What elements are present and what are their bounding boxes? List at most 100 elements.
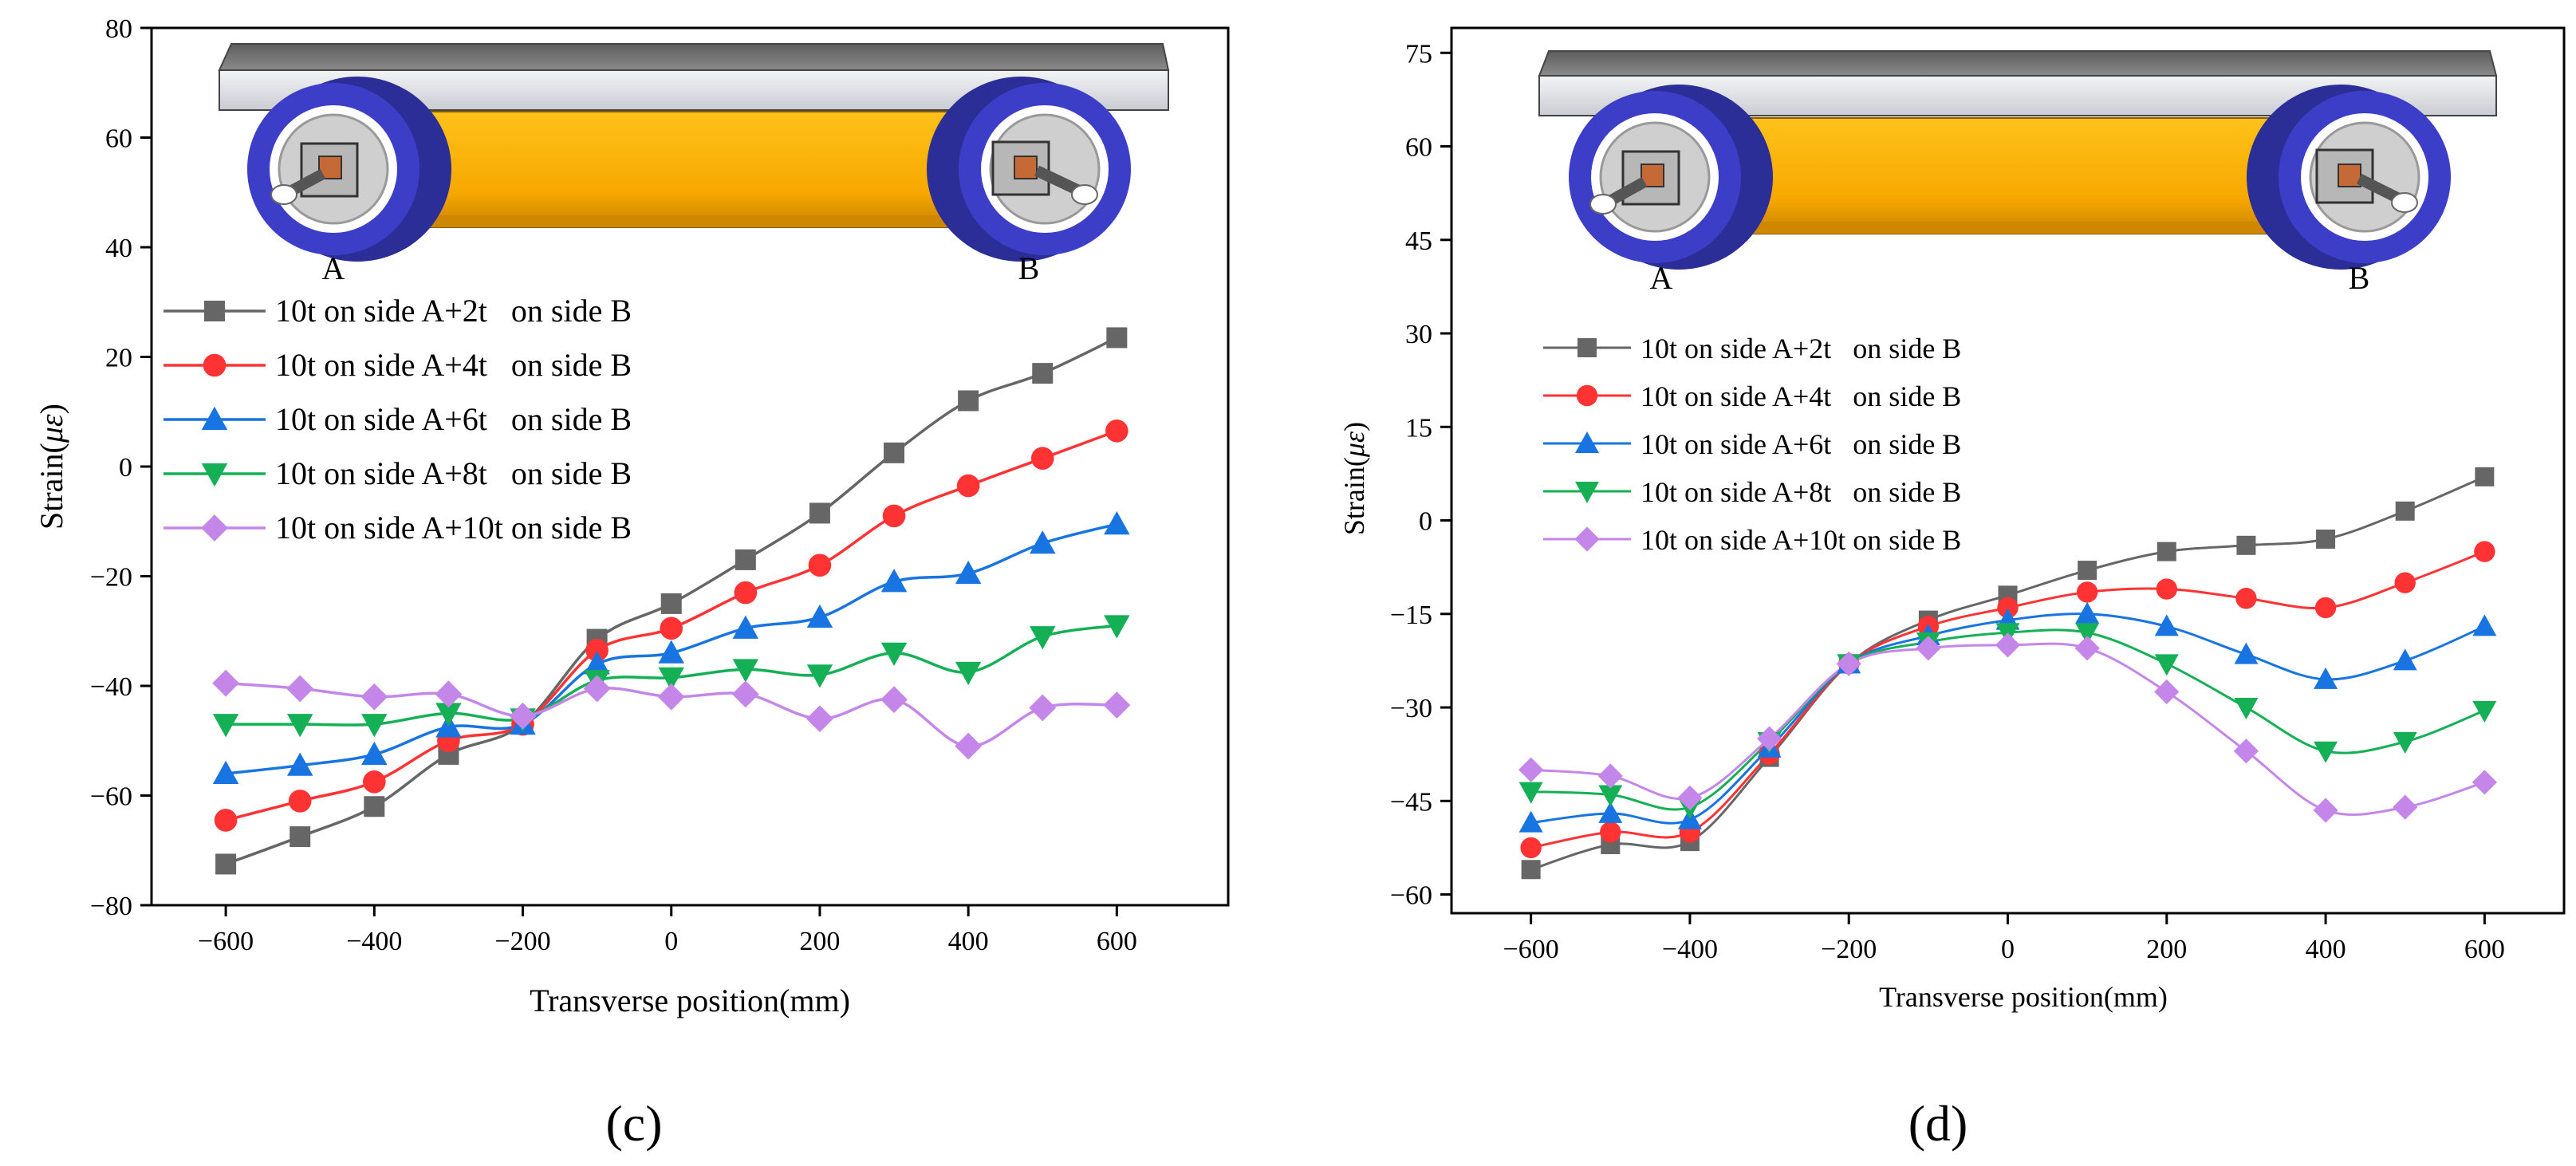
x-tick-label: −400 [346, 927, 402, 956]
series-5-point [509, 702, 537, 730]
series-2-point [1520, 837, 1542, 859]
legend-marker [201, 463, 228, 487]
x-tick-label: 600 [2464, 935, 2505, 964]
series-5-point [2313, 798, 2338, 823]
series-1-point [958, 390, 979, 412]
y-axis-label-symbol: με [33, 414, 69, 443]
legend-marker [1575, 431, 1599, 453]
x-tick-label: 400 [948, 927, 989, 956]
series-3-point [2314, 667, 2338, 689]
legend-entry-label: 10t on side A+4t on side B [275, 347, 632, 383]
y-axis-label-suffix: ) [1338, 422, 1370, 431]
x-tick-label: −400 [1662, 935, 1718, 964]
yellow-beam [398, 111, 990, 228]
legend: 10t on side A+2t on side B 10t on side A+… [163, 293, 632, 546]
series-4-point [212, 714, 239, 738]
series-3-point [955, 560, 982, 585]
series-5-point [360, 683, 388, 711]
series-3-point [2154, 614, 2179, 636]
series-2-point [2156, 578, 2177, 600]
y-tick-label: −20 [90, 563, 132, 593]
legend: 10t on side A+2t on side B 10t on side A+… [1543, 333, 1961, 556]
series-2-point [808, 553, 832, 577]
series-5-point [1597, 763, 1623, 789]
series-4-point [880, 642, 908, 666]
series-1-point [2078, 561, 2097, 581]
series-4-point [955, 661, 982, 686]
panel-c: A B −600 −400 −200 0 200 400 600−80−60−40−2002… [33, 14, 1230, 1152]
beam-shadow [415, 215, 977, 227]
series-3-point [584, 651, 610, 675]
series-5-point [1916, 636, 1941, 661]
series-4-point [2472, 700, 2497, 723]
series-4-point [2154, 654, 2179, 676]
series-3-point [2393, 648, 2417, 671]
series-5-point [2472, 770, 2497, 795]
y-tick-label: 15 [1405, 413, 1432, 443]
series-5-point [880, 686, 908, 714]
series-4-point [806, 664, 833, 688]
y-axis-label: Strain(με) [1338, 422, 1370, 535]
series-1-point [735, 549, 756, 570]
series-2-point [734, 581, 758, 605]
right-roller [2247, 85, 2451, 270]
series-4-point [658, 667, 684, 691]
x-tick-label: 0 [2001, 935, 2015, 964]
series-2-point [2076, 581, 2098, 603]
series-1-point [1032, 363, 1054, 384]
series-1-point [2316, 529, 2336, 549]
panel-label-c: (c) [605, 1095, 662, 1152]
x-tick-label: −600 [1503, 935, 1559, 964]
y-tick-label: 60 [105, 124, 132, 154]
legend-marker [201, 514, 228, 542]
legend-entry-label: 10t on side A+10t on side B [275, 510, 632, 546]
series-4-point [732, 659, 759, 683]
series-2-point [2394, 572, 2416, 593]
series-markers [1518, 467, 2497, 880]
side-b-label: B [2349, 260, 2370, 296]
y-tick-label: −80 [90, 892, 132, 921]
y-tick-label: 60 [1405, 133, 1432, 163]
legend-entry-label: 10t on side A+10t on side B [1641, 524, 1961, 556]
roller-inset-illustration: A B [218, 43, 1170, 286]
y-tick-label: 0 [1419, 507, 1432, 537]
series-4-point [1598, 785, 1623, 807]
series-4-point [435, 703, 462, 727]
left-roller [1569, 85, 1773, 270]
beam-shadow [1731, 222, 2301, 234]
series-2-point [1105, 420, 1128, 443]
series-2-point [1997, 597, 2019, 619]
x-tick-label: −600 [198, 927, 254, 956]
series-2-point [660, 616, 683, 640]
series-2-point [2314, 597, 2337, 619]
series-4-point [286, 714, 313, 738]
y-axis-label-prefix: Strain( [33, 443, 69, 530]
legend-marker [1578, 338, 1597, 357]
legend-marker [1575, 482, 1599, 503]
series-2-point [2235, 588, 2257, 609]
legend-entry-label: 10t on side A+4t on side B [1641, 380, 1961, 412]
series-3-point [1598, 801, 1623, 823]
series-3-point [361, 741, 388, 765]
series-2-point [214, 809, 238, 832]
legend-marker [204, 301, 225, 321]
series-3-point [1518, 810, 1543, 833]
deck-top-edge [218, 43, 1170, 71]
x-tick-label: 400 [2306, 935, 2346, 964]
series-2-point [882, 504, 906, 528]
series-2-point [363, 770, 386, 794]
series-4-point [1029, 626, 1056, 650]
series-5-point [1836, 651, 1861, 676]
legend-entry-label: 10t on side A+2t on side B [1641, 333, 1961, 364]
legend-marker [201, 406, 228, 430]
series-5-point [212, 669, 240, 697]
series-3-point [880, 569, 908, 593]
series-1-point [884, 442, 905, 463]
series-5-point [657, 683, 685, 711]
series-3-point [732, 615, 759, 639]
y-tick-label: 30 [1405, 320, 1432, 349]
y-tick-label: −60 [90, 782, 132, 812]
series-3-point [286, 752, 313, 776]
legend-entry-label: 10t on side A+6t on side B [1641, 428, 1961, 460]
